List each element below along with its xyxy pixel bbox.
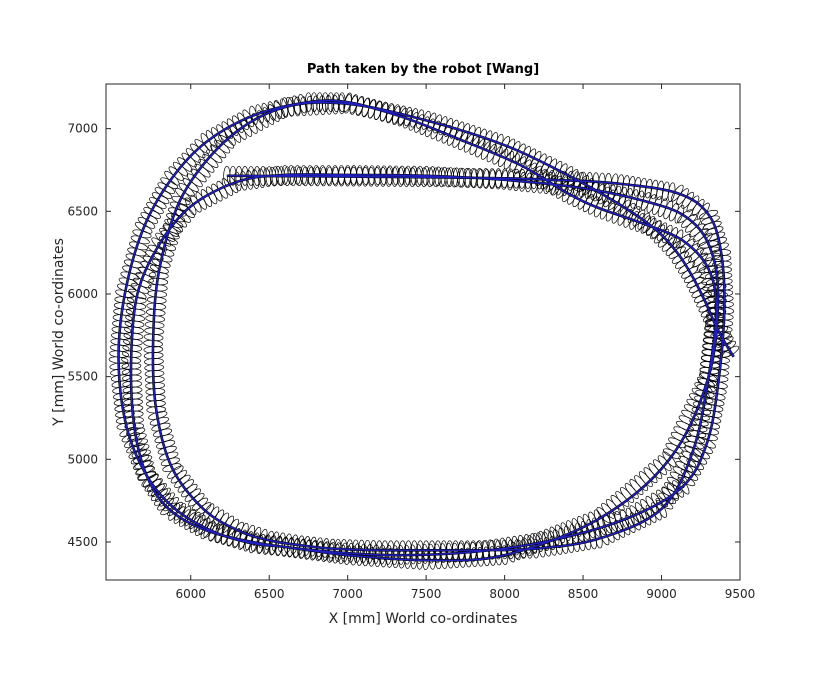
uncertainty-ellipse-point [125, 308, 146, 316]
uncertainty-ellipse-point [149, 197, 167, 209]
x-tick-label: 8500 [568, 587, 599, 601]
uncertainty-ellipse-point [130, 444, 150, 453]
x-tick-label: 7500 [411, 587, 442, 601]
chart-title: Path taken by the robot [Wang] [307, 62, 539, 77]
uncertainty-ellipse-point [146, 202, 164, 214]
y-tick-label: 4500 [67, 535, 98, 549]
uncertainty-ellipse-point [206, 186, 218, 205]
uncertainty-ellipse-point [635, 509, 646, 528]
uncertainty-ellipse-point [555, 524, 565, 544]
uncertainty-ellipse-point [174, 474, 191, 488]
uncertainty-ellipse-point [170, 470, 188, 484]
series-layer [108, 92, 740, 570]
uncertainty-ellipse-point [154, 434, 174, 443]
uncertainty-ellipse-point [577, 531, 586, 552]
uncertainty-ellipse-point [575, 522, 585, 542]
uncertainty-ellipse-point [675, 461, 694, 473]
uncertainty-ellipse-point [669, 202, 679, 222]
uncertainty-ellipse-point [131, 449, 151, 459]
uncertainty-ellipse-point [156, 440, 176, 449]
uncertainty-ellipse-point [704, 226, 724, 236]
uncertainty-ellipse-point [577, 515, 588, 535]
uncertainty-ellipse-point [560, 534, 569, 554]
uncertainty-ellipse-point [666, 476, 685, 489]
uncertainty-ellipse-point [181, 483, 198, 498]
uncertainty-ellipse-point [690, 412, 710, 421]
uncertainty-ellipse-point [232, 115, 244, 134]
uncertainty-ellipse-point [128, 448, 147, 459]
uncertainty-ellipse-point [111, 326, 132, 334]
uncertainty-ellipse-point [661, 487, 679, 499]
uncertainty-ellipse-point [624, 514, 636, 533]
uncertainty-ellipse-point [111, 332, 131, 340]
uncertainty-ellipse-point [251, 169, 260, 189]
x-tick-label: 6500 [254, 587, 285, 601]
uncertainty-ellipse-point [143, 207, 161, 219]
y-tick-label: 7000 [67, 122, 98, 136]
uncertainty-ellipse-point [160, 230, 180, 240]
x-tick-label: 9500 [725, 587, 756, 601]
uncertainty-ellipse-point [664, 482, 682, 494]
x-tick-label: 9000 [646, 587, 677, 601]
uncertainty-ellipse-point [183, 508, 196, 527]
uncertainty-ellipse-point [650, 179, 659, 200]
uncertainty-ellipse-point [144, 376, 165, 384]
x-tick-label: 7000 [332, 587, 363, 601]
uncertainty-ellipse-point [211, 183, 223, 202]
uncertainty-ellipse-point [614, 519, 626, 538]
uncertainty-ellipse-point [216, 180, 228, 199]
uncertainty-ellipse-point [609, 522, 620, 541]
y-tick-label: 6000 [67, 287, 98, 301]
uncertainty-ellipse-point [157, 241, 177, 251]
uncertainty-ellipse-point [257, 168, 266, 189]
plot-area: 6000 6500 7000 7500 8000 8500 9000 9500 4500 5000… [67, 83, 755, 601]
uncertainty-ellipse-point [177, 479, 195, 493]
uncertainty-ellipse-point [168, 207, 187, 217]
uncertainty-ellipse-point [133, 455, 153, 464]
tick-layer: 6000 6500 7000 7500 8000 8500 9000 9500 4500 5000… [67, 84, 755, 601]
uncertainty-ellipse-point [195, 191, 207, 210]
x-tick-label: 6000 [175, 587, 206, 601]
y-tick-label: 6500 [67, 204, 98, 218]
uncertainty-ellipse-point [124, 326, 144, 334]
y-tick-label: 5000 [67, 452, 98, 466]
uncertainty-ellipse-point [184, 488, 201, 502]
uncertainty-ellipse-point [123, 437, 143, 448]
uncertainty-ellipse-point [658, 492, 677, 505]
uncertainty-ellipse-point [560, 522, 571, 541]
uncertainty-ellipse-point [571, 518, 582, 537]
uncertainty-ellipse-point [566, 520, 576, 539]
uncertainty-ellipse-point [663, 200, 674, 220]
x-tick-label: 8000 [489, 587, 520, 601]
uncertainty-ellipse-point [640, 507, 652, 526]
uncertainty-ellipse-point [549, 526, 560, 546]
uncertainty-ellipse-point [158, 236, 178, 246]
uncertainty-ellipse-point [689, 418, 709, 427]
y-tick-label: 5500 [67, 370, 98, 384]
uncertainty-ellipse-point [212, 509, 225, 527]
uncertainty-ellipse-point [580, 520, 590, 540]
uncertainty-ellipse-point [124, 320, 145, 328]
uncertainty-ellipse-point [151, 422, 171, 432]
uncertainty-ellipse-point [126, 443, 145, 454]
uncertainty-ellipse-point [619, 517, 631, 536]
uncertainty-ellipse-point [188, 511, 201, 530]
uncertainty-ellipse-point [151, 192, 170, 204]
x-axis-label: X [mm] World co-ordinates [329, 611, 518, 627]
uncertainty-ellipse-point [112, 314, 133, 322]
uncertainty-ellipse-point [152, 428, 173, 438]
uncertainty-ellipse-point [645, 504, 657, 523]
uncertainty-ellipse-point [630, 512, 641, 531]
uncertainty-ellipse-point [157, 445, 177, 455]
uncertainty-ellipse-point [125, 314, 145, 322]
uncertainty-ellipse-point [200, 189, 213, 207]
uncertainty-ellipse-point [112, 320, 132, 328]
uncertainty-ellipse-point [572, 532, 580, 553]
series-line-estimated-path [117, 99, 735, 562]
y-axis-label: Y [mm] World co-ordinates [51, 238, 67, 427]
